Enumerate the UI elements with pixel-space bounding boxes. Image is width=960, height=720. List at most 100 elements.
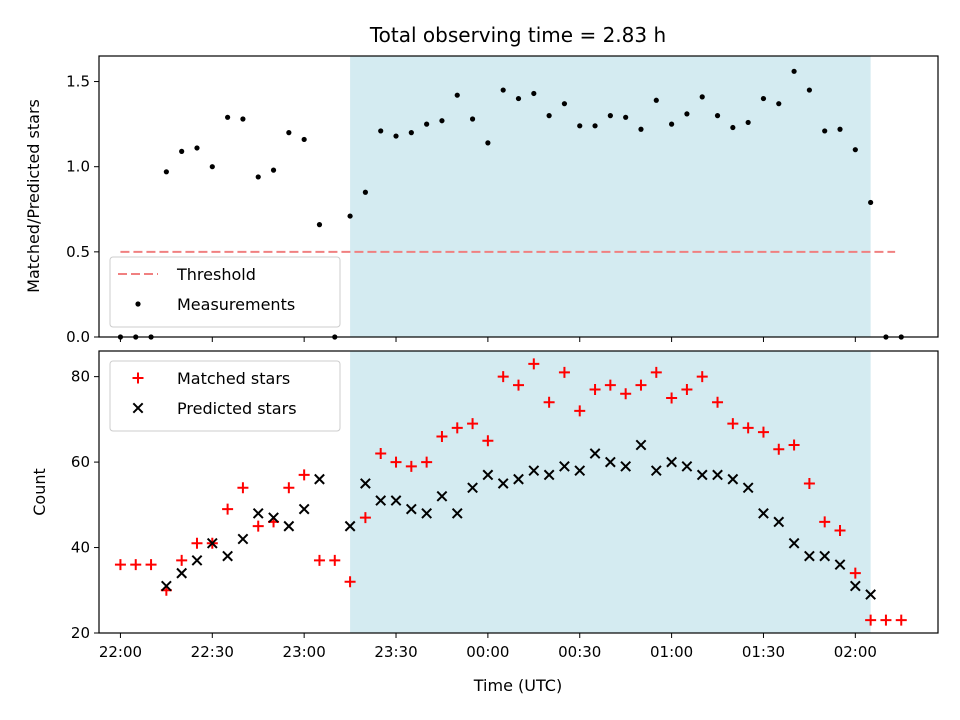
predicted-star-point — [559, 460, 570, 472]
predicted-star-point — [727, 473, 739, 485]
matched-star-point — [176, 554, 188, 566]
x-tick-label: 02:00 — [834, 643, 877, 661]
ratio-panel: 0.0 0.5 1.0 1.5 Matched/Predicted stars Thr… — [24, 55, 939, 346]
matched-star-point — [834, 524, 846, 536]
matched-star-point — [895, 614, 907, 626]
x-tick-label: 01:30 — [742, 643, 785, 661]
measurement-point — [760, 95, 767, 102]
measurement-point — [179, 148, 185, 154]
measurement-point — [730, 124, 736, 131]
measurement-point — [485, 140, 491, 146]
matched-star-point — [405, 460, 417, 472]
predicted-star-point — [865, 589, 877, 600]
predicted-star-point — [421, 507, 433, 519]
predicted-star-point — [206, 537, 218, 549]
matched-star-point — [773, 443, 785, 455]
predicted-star-point — [620, 460, 632, 472]
ratio-y-axis-label: Matched/Predicted stars — [24, 99, 43, 293]
y-tick-label: 80 — [71, 368, 90, 386]
predicted-star-point — [497, 478, 509, 489]
matched-star-point — [849, 567, 861, 579]
measurement-point — [623, 114, 629, 120]
count-legend: Matched stars Predicted stars — [109, 360, 341, 432]
legend-entry-label: Threshold — [176, 265, 256, 284]
matched-star-point — [757, 426, 769, 438]
count-x-ticks: 22:00 22:30 23:00 23:30 00:00 00:30 01:00 01:30… — [99, 633, 877, 661]
measurement-point — [408, 130, 414, 136]
measurement-point — [500, 87, 506, 93]
matched-star-point — [742, 422, 754, 434]
predicted-star-point — [849, 580, 861, 592]
matched-star-point — [558, 366, 570, 378]
y-tick-label: 20 — [71, 624, 90, 642]
predicted-star-point — [543, 469, 555, 481]
count-points — [114, 358, 907, 626]
matched-star-point — [390, 456, 402, 468]
y-tick-label: 60 — [71, 453, 90, 471]
matched-star-point — [865, 614, 877, 626]
measurement-point — [209, 164, 215, 170]
matched-star-point — [482, 435, 494, 447]
measurement-point — [393, 133, 399, 139]
predicted-star-point — [773, 516, 785, 528]
matched-star-point — [130, 559, 142, 571]
matched-star-point — [344, 576, 356, 588]
predicted-star-point — [176, 567, 188, 579]
matched-star-point — [421, 456, 433, 468]
measurement-point — [515, 95, 522, 102]
predicted-star-point — [375, 495, 387, 506]
matched-star-point — [543, 396, 555, 408]
predicted-star-point — [298, 503, 310, 515]
matched-star-point — [513, 379, 524, 391]
measurement-point — [531, 90, 537, 97]
predicted-star-point — [222, 550, 233, 562]
observing-window-band-top — [350, 56, 871, 337]
measurement-point — [546, 113, 552, 119]
matched-star-point — [145, 559, 157, 571]
ratio-y-ticks: 0.0 0.5 1.0 1.5 — [66, 73, 99, 346]
predicted-star-point — [344, 520, 356, 532]
measurement-point — [301, 136, 307, 143]
predicted-star-point — [482, 469, 494, 481]
predicted-star-point — [405, 503, 417, 515]
observing-window-rect — [350, 351, 871, 633]
x-tick-label: 01:00 — [650, 643, 693, 661]
x-tick-label: 00:00 — [466, 643, 509, 661]
predicted-star-point — [589, 448, 601, 459]
matched-star-point — [681, 383, 693, 395]
measurement-point — [806, 87, 812, 93]
matched-star-point — [635, 379, 647, 391]
matched-star-point — [283, 482, 295, 494]
matched-star-point — [375, 448, 387, 460]
observing-window-band-bottom — [350, 351, 871, 633]
measurement-points — [117, 68, 904, 340]
matched-star-point — [712, 396, 724, 408]
matched-star-point — [880, 614, 892, 626]
matched-star-point — [237, 482, 249, 494]
matched-star-point — [252, 520, 264, 532]
measurement-point — [454, 92, 460, 98]
measurement-point — [286, 130, 292, 136]
measurement-point — [791, 68, 797, 74]
legend-box — [109, 256, 341, 328]
measurement-point — [255, 174, 261, 180]
predicted-star-point — [819, 550, 831, 562]
count-y-ticks: 20 40 60 80 — [71, 368, 99, 642]
predicted-star-point — [666, 456, 677, 468]
count-panel-frame — [98, 350, 939, 634]
chart-title: Total observing time = 2.83 h — [369, 23, 666, 47]
legend-marker-swatch — [132, 372, 144, 384]
predicted-star-point — [360, 478, 371, 489]
legend-entry-label: Measurements — [177, 295, 295, 314]
matched-star-point — [589, 383, 601, 395]
measurement-point — [868, 199, 874, 206]
count-y-axis-label: Count — [30, 468, 49, 516]
matched-star-point — [497, 371, 509, 383]
y-tick-label: 0.0 — [66, 328, 90, 346]
matched-star-point — [313, 554, 325, 566]
matched-star-point — [650, 366, 662, 378]
x-tick-label: 22:00 — [99, 643, 142, 661]
matched-star-point — [222, 503, 234, 515]
predicted-star-point — [467, 482, 478, 494]
legend-entry-label: Predicted stars — [177, 399, 297, 418]
